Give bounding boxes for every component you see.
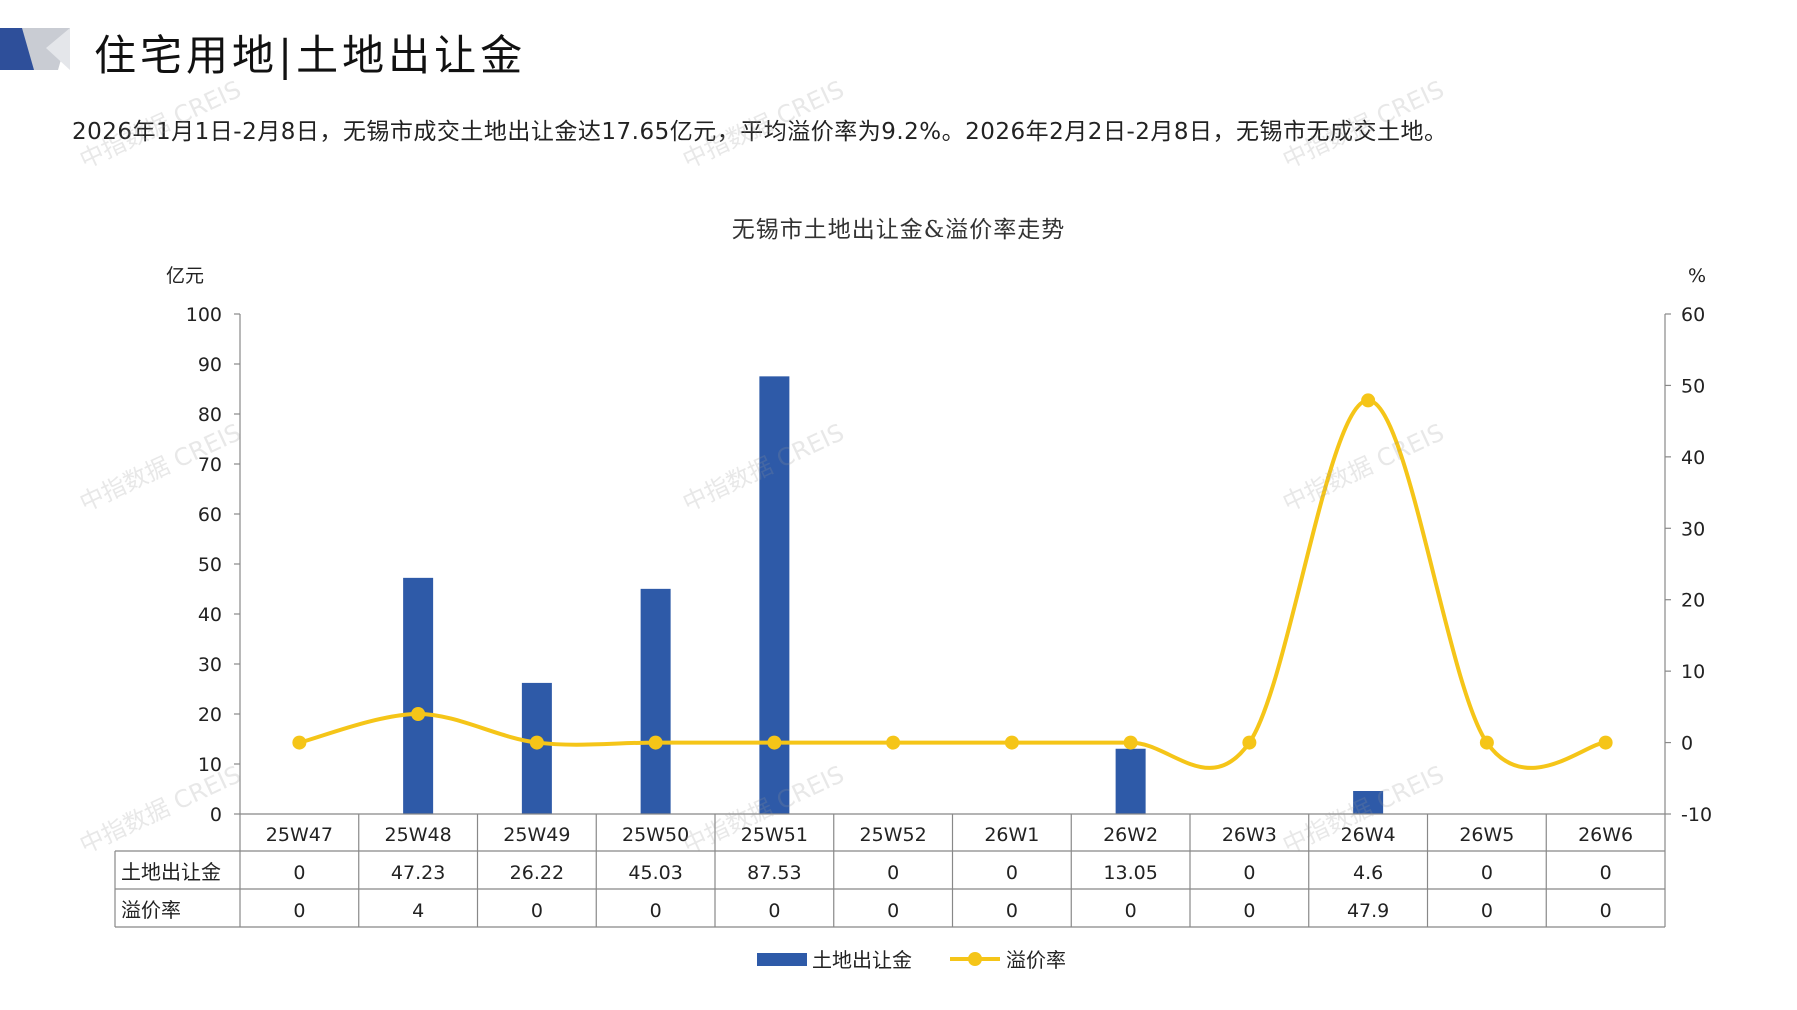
data-label: 0 — [531, 900, 543, 922]
y-right-axis-label: % — [1688, 265, 1706, 287]
x-tick-label: 25W52 — [860, 824, 927, 846]
x-tick-label: 26W4 — [1341, 824, 1396, 846]
data-label: 0 — [887, 900, 899, 922]
line-point — [411, 707, 426, 721]
line-point — [1598, 735, 1613, 750]
data-label: 0 — [293, 862, 305, 884]
data-label: 0 — [1006, 862, 1018, 884]
line-point — [1479, 735, 1494, 750]
page-title: 住宅用地|土地出让金 — [94, 31, 527, 80]
legend-label: 土地出让金 — [812, 948, 912, 972]
y-right-tick-label: -10 — [1681, 804, 1712, 826]
data-label: 4.6 — [1353, 862, 1383, 884]
y-left-tick-label: 50 — [198, 554, 222, 576]
title-decoration-icon — [0, 28, 70, 70]
data-label: 0 — [887, 862, 899, 884]
x-tick-label: 26W1 — [984, 824, 1039, 846]
line-point — [1004, 735, 1019, 750]
y-left-tick-label: 60 — [198, 504, 222, 526]
data-label: 0 — [768, 900, 780, 922]
data-label: 0 — [650, 900, 662, 922]
line-point — [529, 735, 544, 750]
chart-title: 无锡市土地出让金&溢价率走势 — [731, 217, 1066, 243]
data-label: 0 — [1600, 900, 1612, 922]
data-label: 13.05 — [1103, 862, 1157, 884]
x-tick-label: 25W50 — [622, 824, 689, 846]
table-row-label: 溢价率 — [121, 898, 181, 922]
data-label: 4 — [412, 900, 424, 922]
line-point — [1123, 735, 1138, 750]
x-tick-label: 25W51 — [741, 824, 808, 846]
data-label: 0 — [1006, 900, 1018, 922]
line-path — [298, 398, 1606, 770]
chart-axes: 0 10 20 30 40 50 60 70 80 90 100 -10 0 10 20 30 40 50 60 亿元… — [166, 265, 1712, 826]
y-right-tick-label: 60 — [1681, 304, 1705, 326]
line-point — [767, 735, 782, 750]
data-label: 0 — [1600, 862, 1612, 884]
data-label: 47.9 — [1347, 900, 1389, 922]
x-tick-label: 26W6 — [1578, 824, 1633, 846]
summary-text: 2026年1月1日-2月8日，无锡市成交土地出让金达17.65亿元，平均溢价率为… — [72, 119, 1448, 145]
y-right-tick-label: 10 — [1681, 661, 1705, 683]
y-right-tick-label: 50 — [1681, 375, 1705, 397]
legend-line-marker — [968, 952, 982, 966]
bar — [640, 588, 671, 814]
line-point — [886, 735, 901, 750]
y-left-tick-label: 30 — [198, 654, 222, 676]
data-label: 47.23 — [391, 862, 445, 884]
line-point — [1361, 393, 1376, 408]
line-point — [292, 735, 307, 750]
y-left-tick-label: 70 — [198, 454, 222, 476]
legend-bar-swatch — [757, 953, 807, 966]
line-point — [648, 735, 663, 750]
bar — [1353, 791, 1384, 814]
legend-label: 溢价率 — [1006, 948, 1066, 972]
data-label: 0 — [293, 900, 305, 922]
line-point — [1242, 735, 1257, 750]
x-tick-label: 26W2 — [1103, 824, 1158, 846]
data-label: 0 — [1243, 862, 1255, 884]
x-tick-label: 26W5 — [1459, 824, 1514, 846]
data-label: 0 — [1125, 900, 1137, 922]
y-left-tick-label: 100 — [186, 304, 222, 326]
legend: 土地出让金 溢价率 — [757, 948, 1066, 972]
y-left-tick-label: 40 — [198, 604, 222, 626]
y-left-tick-label: 80 — [198, 404, 222, 426]
x-tick-label: 25W47 — [266, 824, 333, 846]
data-label: 0 — [1481, 900, 1493, 922]
y-left-tick-label: 90 — [198, 354, 222, 376]
data-label: 87.53 — [747, 862, 801, 884]
line-series — [292, 393, 1613, 770]
x-tick-label: 25W49 — [503, 824, 570, 846]
y-left-tick-label: 20 — [198, 704, 222, 726]
bar — [1115, 748, 1146, 814]
data-label: 45.03 — [628, 862, 682, 884]
x-tick-label: 26W3 — [1222, 824, 1277, 846]
y-left-tick-label: 0 — [210, 804, 222, 826]
y-left-axis-label: 亿元 — [166, 265, 204, 287]
y-right-tick-label: 30 — [1681, 518, 1705, 540]
y-right-tick-label: 20 — [1681, 590, 1705, 612]
data-label: 0 — [1243, 900, 1255, 922]
data-table: 25W47 25W48 25W49 25W50 25W51 25W52 26W1 26W2 26… — [114, 813, 1666, 928]
header: 住宅用地|土地出让金 — [0, 0, 1797, 100]
y-right-tick-label: 0 — [1681, 733, 1693, 755]
bar — [403, 577, 434, 814]
x-tick-label: 25W48 — [385, 824, 452, 846]
data-label: 0 — [1481, 862, 1493, 884]
y-left-tick-label: 10 — [198, 754, 222, 776]
y-right-tick-label: 40 — [1681, 447, 1705, 469]
table-row-label: 土地出让金 — [121, 860, 221, 884]
data-label: 26.22 — [510, 862, 564, 884]
